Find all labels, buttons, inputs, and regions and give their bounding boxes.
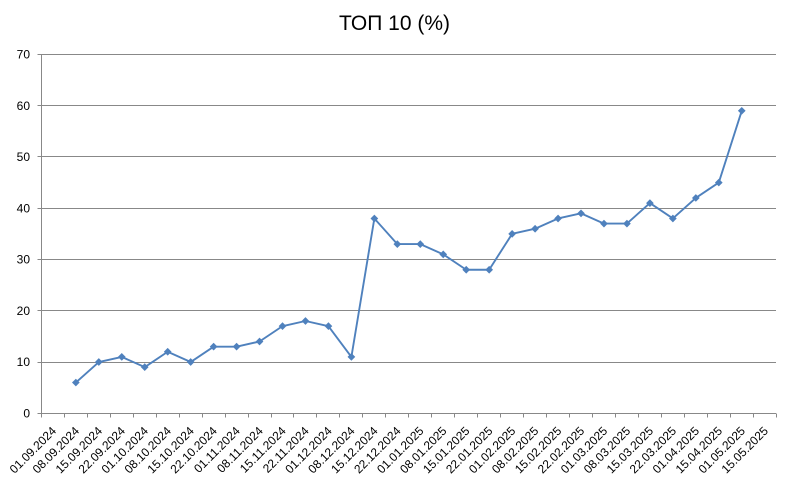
svg-text:40: 40 [17, 201, 31, 215]
svg-text:ТОП 10 (%): ТОП 10 (%) [339, 12, 450, 35]
svg-text:10: 10 [17, 355, 31, 369]
svg-text:0: 0 [23, 407, 30, 421]
svg-text:60: 60 [17, 99, 31, 113]
svg-text:30: 30 [17, 253, 31, 267]
svg-text:70: 70 [17, 48, 31, 62]
svg-text:20: 20 [17, 304, 31, 318]
svg-text:50: 50 [17, 150, 31, 164]
